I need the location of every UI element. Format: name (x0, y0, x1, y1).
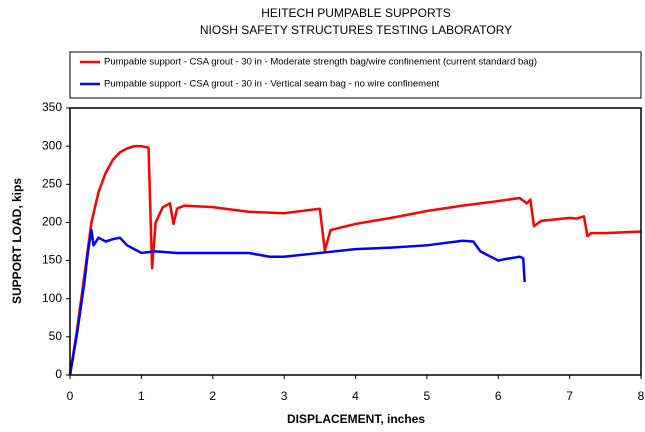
y-tick-label: 100 (42, 291, 62, 305)
y-axis-label: SUPPORT LOAD, kips (10, 178, 24, 304)
chart-title: HEITECH PUMPABLE SUPPORTS (261, 6, 451, 20)
y-tick-label: 300 (42, 138, 62, 152)
legend-label: Pumpable support - CSA grout - 30 in - M… (104, 57, 537, 68)
y-tick-label: 200 (42, 215, 62, 229)
x-tick-label: 7 (566, 389, 573, 403)
series-line (68, 144, 642, 376)
x-tick-label: 1 (138, 389, 145, 403)
series-line (68, 228, 526, 376)
y-tick-label: 50 (49, 329, 63, 343)
x-tick-label: 2 (209, 389, 216, 403)
y-tick-label: 250 (42, 176, 62, 190)
x-tick-label: 6 (495, 389, 502, 403)
plot-border (69, 107, 642, 376)
x-axis-label: DISPLACEMENT, inches (287, 412, 425, 426)
y-tick-label: 350 (42, 100, 62, 114)
x-tick-label: 3 (281, 389, 288, 403)
x-tick-label: 8 (638, 389, 645, 403)
legend-label: Pumpable support - CSA grout - 30 in - V… (104, 79, 440, 90)
y-tick-label: 150 (42, 253, 62, 267)
x-tick-label: 0 (67, 389, 74, 403)
y-tick-label: 0 (55, 367, 62, 381)
chart-subtitle: NIOSH SAFETY STRUCTURES TESTING LABORATO… (200, 23, 512, 37)
x-tick-label: 5 (424, 389, 431, 403)
legend-box (69, 51, 642, 99)
x-tick-label: 4 (352, 389, 359, 403)
